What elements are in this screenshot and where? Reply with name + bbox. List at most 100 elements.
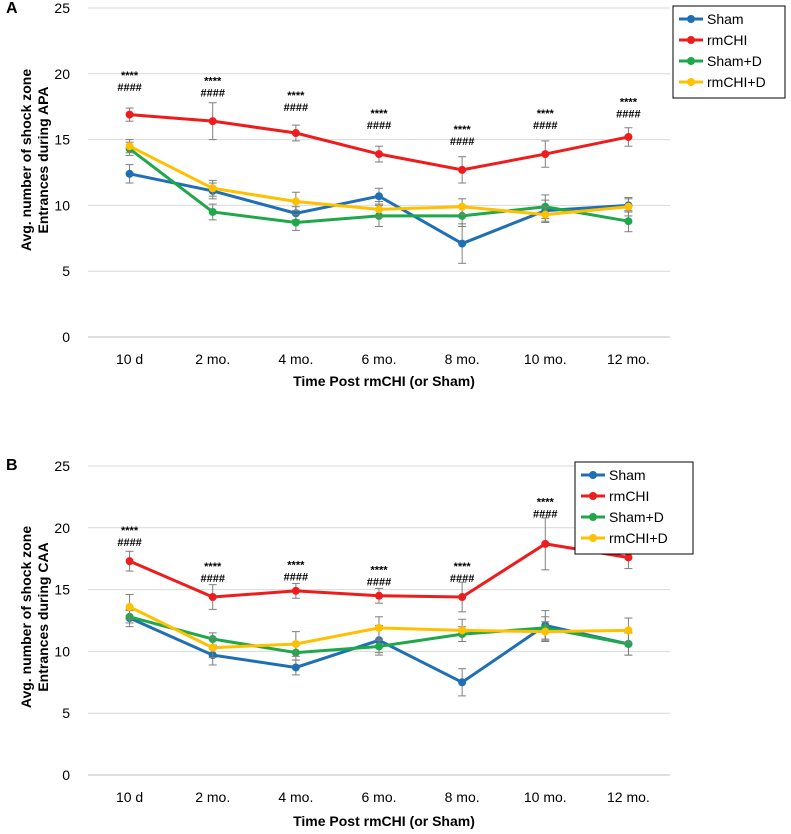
y-tick-label: 10 bbox=[54, 643, 70, 659]
data-point-rmchi bbox=[458, 593, 467, 602]
data-point-rmchi-d bbox=[291, 639, 300, 648]
data-point-rmchi bbox=[125, 557, 134, 566]
x-tick-label: 12 mo. bbox=[607, 351, 650, 367]
legend-swatch-marker bbox=[687, 15, 695, 23]
significance-annotation: #### bbox=[367, 577, 391, 589]
y-tick-label: 25 bbox=[54, 0, 70, 16]
series-rmchi-d bbox=[125, 594, 633, 659]
y-tick-label: 5 bbox=[62, 263, 70, 279]
legend-swatch-marker bbox=[687, 57, 695, 65]
x-tick-label: 10 d bbox=[116, 351, 143, 367]
panel-b: B 0 5 10 15 20 25 10 d 2 mo. 4 mo. 6 mo. 8 mo. 10 mo… bbox=[6, 457, 694, 829]
series-rmchi bbox=[125, 102, 633, 184]
data-point-rmchi-d bbox=[458, 626, 467, 635]
data-point-sham-d bbox=[375, 642, 383, 651]
data-point-sham bbox=[458, 678, 467, 687]
data-point-rmchi bbox=[125, 110, 134, 119]
data-point-rmchi-d bbox=[208, 643, 217, 652]
legend: Sham rmCHI Sham+D rmCHI+D bbox=[672, 5, 786, 99]
x-tick-label: 8 mo. bbox=[445, 789, 480, 805]
series-rmchi-d bbox=[125, 139, 633, 224]
y-tick-label: 20 bbox=[54, 66, 70, 82]
y-tick-label: 5 bbox=[62, 705, 70, 721]
legend-swatch-marker bbox=[589, 492, 597, 500]
significance-annotation: **** bbox=[287, 560, 305, 572]
significance-annotation: **** bbox=[204, 75, 222, 87]
panel-label: B bbox=[6, 457, 18, 474]
x-tick-label: 2 mo. bbox=[195, 789, 230, 805]
legend: Sham rmCHI Sham+D rmCHI+D bbox=[574, 461, 694, 555]
x-tick-label: 8 mo. bbox=[445, 351, 480, 367]
data-point-sham bbox=[125, 169, 134, 178]
data-point-rmchi-d bbox=[541, 210, 550, 219]
y-tick-label: 0 bbox=[62, 767, 70, 783]
data-point-rmchi-d bbox=[208, 184, 217, 193]
significance-annotation: #### bbox=[117, 82, 141, 94]
data-point-rmchi bbox=[375, 150, 383, 159]
legend-label: rmCHI bbox=[609, 488, 649, 504]
data-point-rmchi-d bbox=[458, 202, 467, 211]
significance-annotation: #### bbox=[284, 572, 308, 584]
legend-label: Sham bbox=[707, 11, 744, 27]
data-point-rmchi-d bbox=[375, 623, 383, 632]
significance-annotation: **** bbox=[204, 561, 222, 573]
data-point-rmchi-d bbox=[291, 197, 300, 206]
data-point-sham-d bbox=[624, 639, 633, 648]
significance-annotation: #### bbox=[284, 102, 308, 114]
data-point-rmchi bbox=[375, 591, 383, 600]
y-axis-title-line: Avg. number of shock zone bbox=[18, 526, 34, 708]
x-tick-label: 6 mo. bbox=[361, 351, 396, 367]
significance-annotation: #### bbox=[200, 87, 224, 99]
significance-annotation: **** bbox=[620, 96, 638, 108]
legend-label: Sham+D bbox=[609, 509, 664, 525]
x-tick-label: 10 d bbox=[116, 789, 143, 805]
data-point-sham bbox=[291, 663, 300, 672]
data-point-rmchi-d bbox=[541, 627, 550, 636]
data-point-rmchi bbox=[291, 129, 300, 138]
data-point-sham-d bbox=[624, 217, 633, 226]
x-axis-title: Time Post rmCHI (or Sham) bbox=[293, 813, 475, 829]
y-axis-title-line: Entrances during CAA bbox=[35, 542, 51, 691]
x-tick-label: 2 mo. bbox=[195, 351, 230, 367]
y-tick-label: 10 bbox=[54, 197, 70, 213]
significance-annotation: #### bbox=[367, 120, 391, 132]
legend-label: rmCHI bbox=[707, 32, 747, 48]
significance-annotation: #### bbox=[450, 573, 474, 585]
data-point-rmchi bbox=[624, 132, 633, 141]
data-point-sham-d bbox=[208, 207, 217, 216]
significance-annotation: #### bbox=[450, 136, 474, 148]
data-point-rmchi bbox=[458, 165, 467, 174]
significance-annotation: #### bbox=[616, 108, 640, 120]
y-axis-title-line: Entrances during APA bbox=[35, 86, 51, 233]
significance-annotation: **** bbox=[537, 497, 555, 509]
significance-annotation: #### bbox=[533, 509, 557, 521]
data-point-rmchi-d bbox=[125, 142, 134, 151]
data-point-rmchi-d bbox=[624, 626, 633, 635]
data-point-rmchi bbox=[541, 539, 550, 548]
significance-annotation: #### bbox=[200, 573, 224, 585]
data-point-sham bbox=[291, 209, 300, 218]
significance-annotation: **** bbox=[537, 108, 555, 120]
data-point-rmchi-d bbox=[375, 205, 383, 214]
data-point-sham-d bbox=[458, 211, 467, 220]
data-point-sham-d bbox=[291, 218, 300, 227]
x-tick-label: 10 mo. bbox=[524, 351, 567, 367]
y-tick-label: 15 bbox=[54, 132, 70, 148]
y-axis-title: Avg. number of shock zoneEntrances durin… bbox=[18, 69, 51, 251]
significance-annotation: #### bbox=[117, 537, 141, 549]
y-axis-title: Avg. number of shock zoneEntrances durin… bbox=[18, 526, 51, 708]
data-point-sham bbox=[375, 192, 383, 201]
y-tick-label: 15 bbox=[54, 582, 70, 598]
y-tick-label: 20 bbox=[54, 520, 70, 536]
x-axis-title: Time Post rmCHI (or Sham) bbox=[293, 373, 475, 389]
legend-swatch-marker bbox=[687, 78, 695, 86]
legend-swatch-marker bbox=[589, 471, 597, 479]
legend-label: Sham+D bbox=[707, 53, 762, 69]
x-tick-label: 4 mo. bbox=[278, 351, 313, 367]
significance-annotation: **** bbox=[121, 525, 139, 537]
data-point-rmchi bbox=[208, 593, 217, 602]
x-tick-label: 10 mo. bbox=[524, 789, 567, 805]
panel-label: A bbox=[6, 0, 18, 17]
legend-swatch-marker bbox=[687, 36, 695, 44]
